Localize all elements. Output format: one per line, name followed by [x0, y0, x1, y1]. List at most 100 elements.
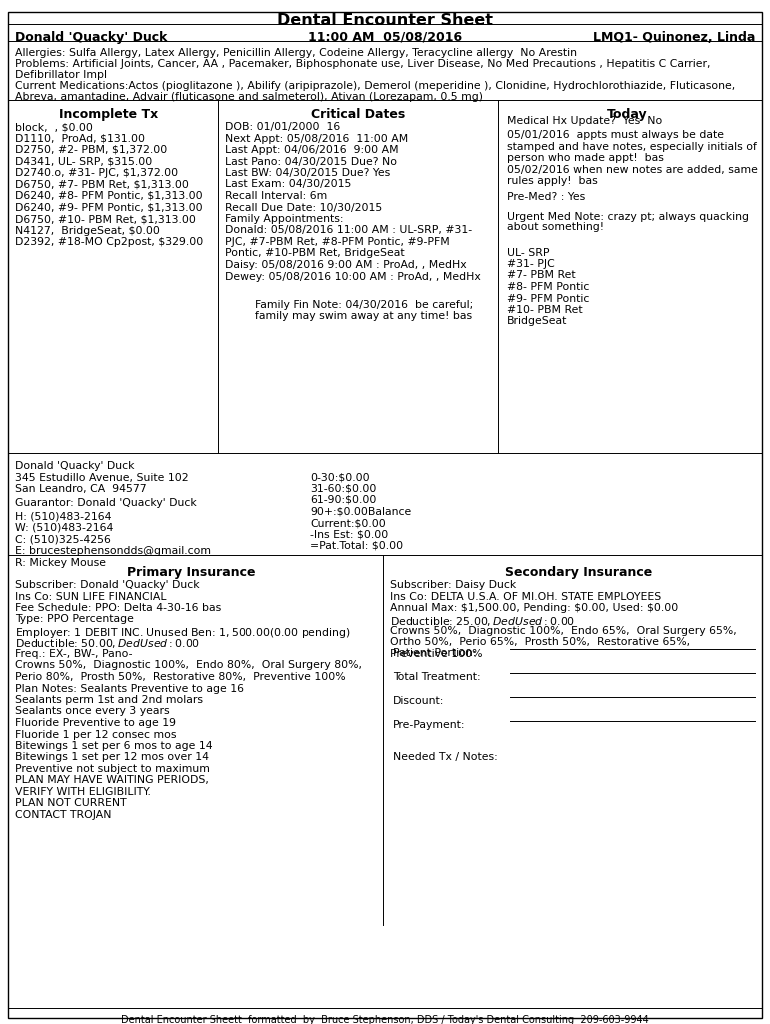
Text: Dewey: 05/08/2016 10:00 AM : ProAd, , MedHx: Dewey: 05/08/2016 10:00 AM : ProAd, , Me…: [225, 271, 480, 282]
Text: Problems: Artificial Joints, Cancer, AA , Pacemaker, Biphosphonate use, Liver Di: Problems: Artificial Joints, Cancer, AA …: [15, 59, 711, 69]
Text: Sealants perm 1st and 2nd molars: Sealants perm 1st and 2nd molars: [15, 695, 203, 705]
Text: Bitewings 1 set per 12 mos over 14: Bitewings 1 set per 12 mos over 14: [15, 753, 209, 763]
Text: Plan Notes: Sealants Preventive to age 16: Plan Notes: Sealants Preventive to age 1…: [15, 683, 244, 693]
Text: Daisy: 05/08/2016 9:00 AM : ProAd, , MedHx: Daisy: 05/08/2016 9:00 AM : ProAd, , Med…: [225, 260, 467, 270]
Text: Preventive not subject to maximum: Preventive not subject to maximum: [15, 764, 210, 774]
Text: Last Exam: 04/30/2015: Last Exam: 04/30/2015: [225, 179, 351, 189]
Text: Primary Insurance: Primary Insurance: [127, 566, 255, 579]
Text: Current:$0.00: Current:$0.00: [310, 518, 386, 528]
Text: D6240, #9- PFM Pontic, $1,313.00: D6240, #9- PFM Pontic, $1,313.00: [15, 203, 203, 213]
Text: LMQ1- Quinonez, Linda: LMQ1- Quinonez, Linda: [593, 31, 755, 44]
Text: about something!: about something!: [507, 222, 604, 232]
Text: 05/01/2016  appts must always be date: 05/01/2016 appts must always be date: [507, 130, 724, 140]
Text: UL- SRP: UL- SRP: [507, 248, 550, 257]
Text: #7- PBM Ret: #7- PBM Ret: [507, 270, 576, 281]
Text: Total Treatment:: Total Treatment:: [393, 672, 480, 682]
Text: Family Fin Note: 04/30/2016  be careful;: Family Fin Note: 04/30/2016 be careful;: [255, 300, 474, 310]
Text: D2750, #2- PBM, $1,372.00: D2750, #2- PBM, $1,372.00: [15, 145, 167, 155]
Text: 61-90:$0.00: 61-90:$0.00: [310, 495, 377, 505]
Text: =Pat.Total: $0.00: =Pat.Total: $0.00: [310, 541, 403, 551]
Text: Type: PPO Percentage: Type: PPO Percentage: [15, 614, 134, 625]
Text: PLAN MAY HAVE WAITING PERIODS,: PLAN MAY HAVE WAITING PERIODS,: [15, 775, 209, 785]
Text: #9- PFM Pontic: #9- PFM Pontic: [507, 294, 589, 303]
Text: block,  , $0.00: block, , $0.00: [15, 122, 93, 132]
Text: R: Mickey Mouse: R: Mickey Mouse: [15, 557, 106, 567]
Text: Secondary Insurance: Secondary Insurance: [505, 566, 653, 579]
Text: C: (510)325-4256: C: (510)325-4256: [15, 535, 111, 545]
Text: D6240, #8- PFM Pontic, $1,313.00: D6240, #8- PFM Pontic, $1,313.00: [15, 191, 203, 201]
Text: Employer: 1 DEBIT INC. Unused Ben: $1,500.00 ($0.00 pending): Employer: 1 DEBIT INC. Unused Ben: $1,50…: [15, 626, 350, 640]
Text: Incomplete Tx: Incomplete Tx: [59, 108, 159, 121]
Text: 11:00 AM  05/08/2016: 11:00 AM 05/08/2016: [308, 31, 462, 44]
Text: #31- PJC: #31- PJC: [507, 259, 554, 269]
Text: 31-60:$0.00: 31-60:$0.00: [310, 483, 377, 494]
Text: E: brucestephensondds@gmail.com: E: brucestephensondds@gmail.com: [15, 546, 211, 556]
Text: D6750, #7- PBM Ret, $1,313.00: D6750, #7- PBM Ret, $1,313.00: [15, 179, 189, 189]
Text: Donald: 05/08/2016 11:00 AM : UL-SRP, #31-: Donald: 05/08/2016 11:00 AM : UL-SRP, #3…: [225, 225, 472, 236]
Text: Dental Encounter Sheet: Dental Encounter Sheet: [277, 13, 493, 28]
Text: 0-30:$0.00: 0-30:$0.00: [310, 472, 370, 482]
Text: Ins Co: SUN LIFE FINANCIAL: Ins Co: SUN LIFE FINANCIAL: [15, 592, 166, 601]
Text: PJC, #7-PBM Ret, #8-PFM Pontic, #9-PFM: PJC, #7-PBM Ret, #8-PFM Pontic, #9-PFM: [225, 237, 450, 247]
Text: Ortho 50%,  Perio 65%,  Prosth 50%,  Restorative 65%,: Ortho 50%, Perio 65%, Prosth 50%, Restor…: [390, 638, 690, 647]
Text: Donald 'Quacky' Duck: Donald 'Quacky' Duck: [15, 461, 135, 471]
Text: Medical Hx Update?  Yes  No: Medical Hx Update? Yes No: [507, 116, 662, 126]
Text: Dental Encounter Sheett  formatted  by  Bruce Stephenson, DDS / Today's Dental C: Dental Encounter Sheett formatted by Bru…: [121, 1015, 649, 1024]
Text: Urgent Med Note: crazy pt; always quacking: Urgent Med Note: crazy pt; always quacki…: [507, 212, 749, 221]
Text: Recall Interval: 6m: Recall Interval: 6m: [225, 191, 327, 201]
Text: N4127,  BridgeSeat, $0.00: N4127, BridgeSeat, $0.00: [15, 225, 160, 236]
Text: Last BW: 04/30/2015 Due? Yes: Last BW: 04/30/2015 Due? Yes: [225, 168, 390, 178]
Text: VERIFY WITH ELIGIBILITY.: VERIFY WITH ELIGIBILITY.: [15, 787, 151, 797]
Text: BridgeSeat: BridgeSeat: [507, 316, 567, 327]
Text: Allergies: Sulfa Allergy, Latex Allergy, Penicillin Allergy, Codeine Allergy, Te: Allergies: Sulfa Allergy, Latex Allergy,…: [15, 48, 577, 58]
Text: Bitewings 1 set per 6 mos to age 14: Bitewings 1 set per 6 mos to age 14: [15, 741, 213, 751]
Text: PLAN NOT CURRENT: PLAN NOT CURRENT: [15, 799, 126, 809]
Text: D1110,  ProAd, $131.00: D1110, ProAd, $131.00: [15, 133, 145, 143]
Text: San Leandro, CA  94577: San Leandro, CA 94577: [15, 484, 146, 494]
Text: Family Appointments:: Family Appointments:: [225, 214, 343, 224]
Text: Subscriber: Donald 'Quacky' Duck: Subscriber: Donald 'Quacky' Duck: [15, 580, 199, 590]
Text: D2392, #18-MO Cp2post, $329.00: D2392, #18-MO Cp2post, $329.00: [15, 237, 203, 247]
Text: Defibrillator Impl: Defibrillator Impl: [15, 70, 107, 80]
Text: Last Appt: 04/06/2016  9:00 AM: Last Appt: 04/06/2016 9:00 AM: [225, 145, 399, 155]
Text: Deductible: $25.00, Ded Used: $0.00: Deductible: $25.00, Ded Used: $0.00: [390, 614, 575, 628]
Text: Sealants once every 3 years: Sealants once every 3 years: [15, 707, 169, 717]
Text: Next Appt: 05/08/2016  11:00 AM: Next Appt: 05/08/2016 11:00 AM: [225, 133, 408, 143]
Text: Freq.: EX-, BW-, Pano-: Freq.: EX-, BW-, Pano-: [15, 649, 132, 659]
Text: D2740.o, #31- PJC, $1,372.00: D2740.o, #31- PJC, $1,372.00: [15, 168, 178, 178]
Text: H: (510)483-2164: H: (510)483-2164: [15, 512, 112, 521]
Text: Patient Portion:: Patient Portion:: [393, 648, 477, 658]
Text: Annual Max: $1,500.00, Pending: $0.00, Used: $0.00: Annual Max: $1,500.00, Pending: $0.00, U…: [390, 603, 678, 613]
Text: Pontic, #10-PBM Ret, BridgeSeat: Pontic, #10-PBM Ret, BridgeSeat: [225, 249, 404, 258]
Text: D6750, #10- PBM Ret, $1,313.00: D6750, #10- PBM Ret, $1,313.00: [15, 214, 196, 224]
Text: -Ins Est: $0.00: -Ins Est: $0.00: [310, 529, 388, 540]
Text: DOB: 01/01/2000  16: DOB: 01/01/2000 16: [225, 122, 340, 132]
Text: Fluoride 1 per 12 consec mos: Fluoride 1 per 12 consec mos: [15, 729, 176, 739]
Text: Guarantor: Donald 'Quacky' Duck: Guarantor: Donald 'Quacky' Duck: [15, 499, 197, 509]
Text: Preventive 100%: Preventive 100%: [390, 649, 483, 659]
Text: Donald 'Quacky' Duck: Donald 'Quacky' Duck: [15, 31, 167, 44]
Text: Pre-Med? : Yes: Pre-Med? : Yes: [507, 191, 585, 202]
Text: 345 Estudillo Avenue, Suite 102: 345 Estudillo Avenue, Suite 102: [15, 472, 189, 482]
Text: W: (510)483-2164: W: (510)483-2164: [15, 523, 113, 534]
Text: Recall Due Date: 10/30/2015: Recall Due Date: 10/30/2015: [225, 203, 382, 213]
Text: person who made appt!  bas: person who made appt! bas: [507, 153, 664, 163]
Text: Abreva, amantadine, Advair (fluticasone and salmeterol), Ativan (Lorezapam, 0.5 : Abreva, amantadine, Advair (fluticasone …: [15, 92, 483, 102]
Text: 90+:$0.00Balance: 90+:$0.00Balance: [310, 507, 411, 516]
Text: Discount:: Discount:: [393, 696, 444, 706]
Text: Needed Tx / Notes:: Needed Tx / Notes:: [393, 752, 497, 762]
Text: 05/02/2016 when new notes are added, same: 05/02/2016 when new notes are added, sam…: [507, 165, 758, 174]
Text: Last Pano: 04/30/2015 Due? No: Last Pano: 04/30/2015 Due? No: [225, 157, 397, 167]
Text: Crowns 50%,  Diagnostic 100%,  Endo 80%,  Oral Surgery 80%,: Crowns 50%, Diagnostic 100%, Endo 80%, O…: [15, 660, 362, 671]
Text: #10- PBM Ret: #10- PBM Ret: [507, 305, 583, 315]
Text: #8- PFM Pontic: #8- PFM Pontic: [507, 282, 589, 292]
Text: Crowns 50%,  Diagnostic 100%,  Endo 65%,  Oral Surgery 65%,: Crowns 50%, Diagnostic 100%, Endo 65%, O…: [390, 626, 737, 636]
Text: Current Medications:Actos (pioglitazone ), Abilify (aripiprazole), Demerol (mepe: Current Medications:Actos (pioglitazone …: [15, 81, 735, 91]
Text: family may swim away at any time! bas: family may swim away at any time! bas: [255, 311, 472, 321]
Text: Deductible: $50.00, Ded Used: $0.00: Deductible: $50.00, Ded Used: $0.00: [15, 638, 200, 650]
Text: Perio 80%,  Prosth 50%,  Restorative 80%,  Preventive 100%: Perio 80%, Prosth 50%, Restorative 80%, …: [15, 672, 346, 682]
Text: Fee Schedule: PPO: Delta 4-30-16 bas: Fee Schedule: PPO: Delta 4-30-16 bas: [15, 603, 221, 613]
Text: Critical Dates: Critical Dates: [311, 108, 405, 121]
Text: Subscriber: Daisy Duck: Subscriber: Daisy Duck: [390, 580, 516, 590]
Text: stamped and have notes, especially initials of: stamped and have notes, especially initi…: [507, 141, 757, 152]
